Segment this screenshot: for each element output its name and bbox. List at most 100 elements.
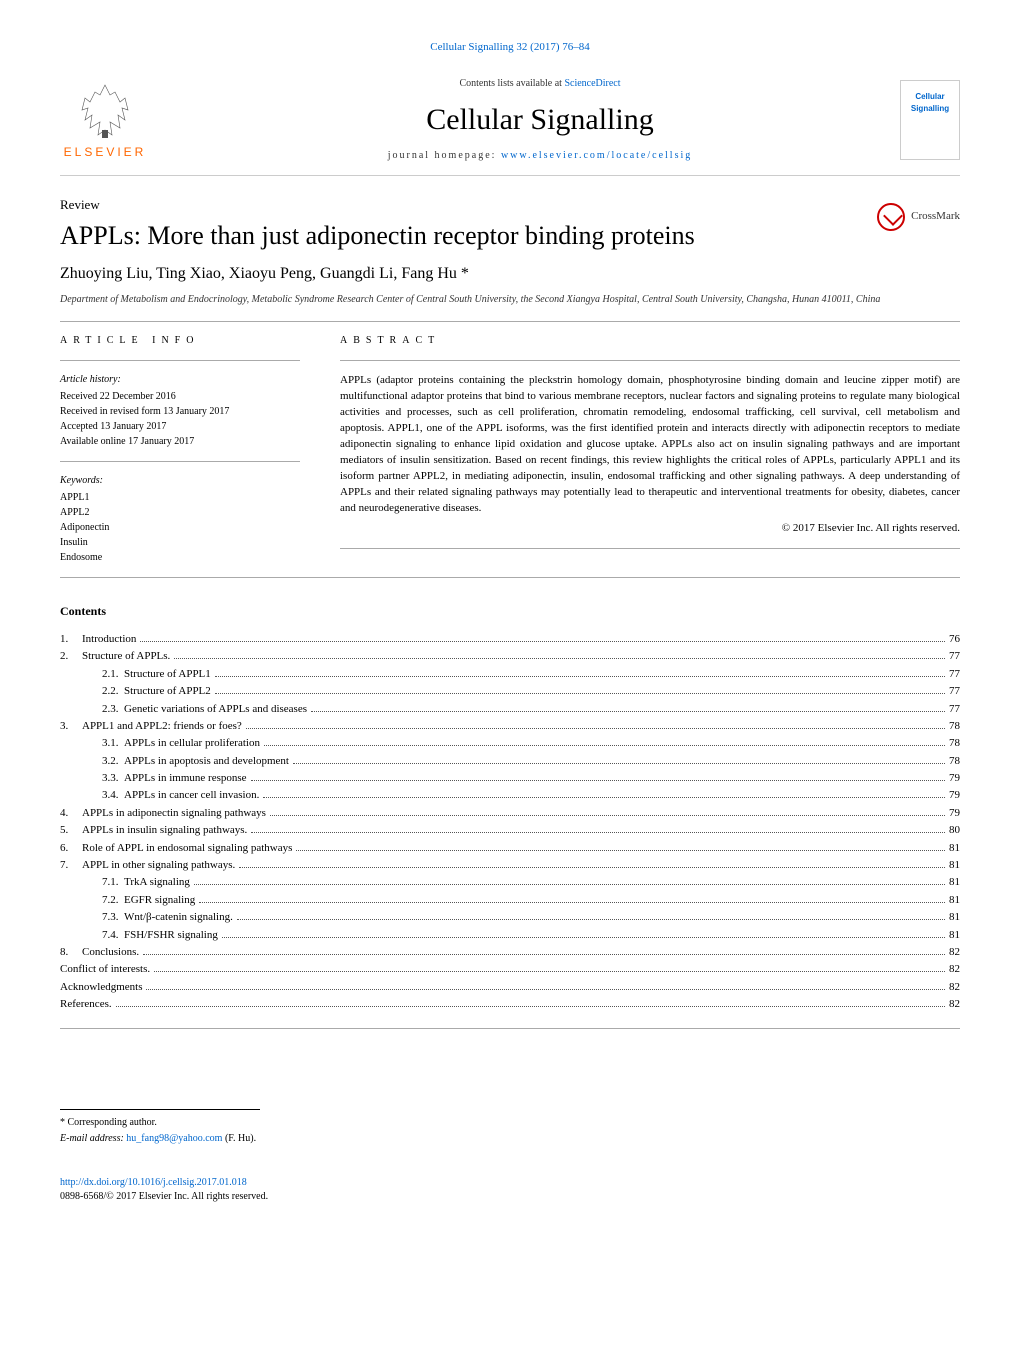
email-label: E-mail address:	[60, 1133, 124, 1144]
doi-link[interactable]: http://dx.doi.org/10.1016/j.cellsig.2017…	[60, 1177, 247, 1188]
toc-title: APPLs in cancer cell invasion.	[124, 788, 259, 803]
toc-number: 3.	[60, 719, 82, 734]
toc-leader-dots	[140, 641, 945, 642]
contents-text: Contents lists available at	[459, 78, 561, 89]
toc-leader-dots	[215, 693, 945, 694]
toc-row[interactable]: 8.Conclusions.82	[60, 945, 960, 960]
email-link[interactable]: hu_fang98@yahoo.com	[126, 1133, 222, 1144]
toc-row[interactable]: 7.1.TrkA signaling81	[60, 875, 960, 890]
toc-leader-dots	[239, 867, 945, 868]
toc-leader-dots	[116, 1006, 945, 1007]
toc-page: 79	[949, 788, 960, 803]
toc-row[interactable]: 2.3.Genetic variations of APPLs and dise…	[60, 702, 960, 717]
toc-row[interactable]: Acknowledgments 82	[60, 980, 960, 995]
toc-number: 6.	[60, 841, 82, 856]
header-citation[interactable]: Cellular Signalling 32 (2017) 76–84	[60, 40, 960, 55]
publisher-name: ELSEVIER	[64, 144, 147, 161]
toc-page: 82	[949, 980, 960, 995]
elsevier-tree-icon	[70, 80, 140, 140]
toc-page: 79	[949, 806, 960, 821]
toc-title: APPLs in cellular proliferation	[124, 736, 260, 751]
toc-row[interactable]: 3.1.APPLs in cellular proliferation78	[60, 736, 960, 751]
email-footnote: E-mail address: hu_fang98@yahoo.com (F. …	[60, 1132, 960, 1146]
toc-title: Structure of APPL2	[124, 684, 211, 699]
toc-row[interactable]: 7.2.EGFR signaling81	[60, 893, 960, 908]
email-name: (F. Hu).	[225, 1133, 256, 1144]
toc-subnumber: 3.2.	[82, 754, 124, 769]
toc-page: 81	[949, 875, 960, 890]
toc-row[interactable]: 3.3.APPLs in immune response79	[60, 771, 960, 786]
corresponding-author-footnote: * Corresponding author.	[60, 1109, 260, 1130]
separator	[60, 577, 960, 578]
toc-row[interactable]: 2.1.Structure of APPL177	[60, 667, 960, 682]
toc-row[interactable]: 3.2.APPLs in apoptosis and development 78	[60, 754, 960, 769]
toc-row[interactable]: 5.APPLs in insulin signaling pathways.80	[60, 823, 960, 838]
toc-title: Conflict of interests.	[60, 962, 150, 977]
toc-leader-dots	[146, 989, 945, 990]
elsevier-logo: ELSEVIER	[60, 75, 150, 165]
toc-leader-dots	[311, 711, 945, 712]
homepage-label: journal homepage:	[388, 150, 497, 161]
journal-header: ELSEVIER Contents lists available at Sci…	[60, 75, 960, 176]
toc-page: 82	[949, 997, 960, 1012]
separator	[340, 360, 960, 361]
toc-number: 5.	[60, 823, 82, 838]
crossmark-badge[interactable]: CrossMark	[877, 203, 960, 231]
toc-title: Conclusions.	[82, 945, 139, 960]
toc-page: 78	[949, 754, 960, 769]
toc-row[interactable]: Conflict of interests.82	[60, 962, 960, 977]
separator	[60, 321, 960, 322]
toc-title: Acknowledgments	[60, 980, 142, 995]
toc-subnumber: 3.3.	[82, 771, 124, 786]
toc-title: APPLs in immune response	[124, 771, 247, 786]
toc-subnumber: 7.3.	[82, 910, 124, 925]
article-info-heading: ARTICLE INFO	[60, 334, 300, 348]
abstract-text: APPLs (adaptor proteins containing the p…	[340, 373, 960, 516]
article-title: APPLs: More than just adiponectin recept…	[60, 220, 960, 251]
toc-row[interactable]: 2.2.Structure of APPL277	[60, 684, 960, 699]
toc-leader-dots	[251, 832, 945, 833]
toc-row[interactable]: 2.Structure of APPLs.77	[60, 649, 960, 664]
toc-row[interactable]: 7.4.FSH/FSHR signaling81	[60, 928, 960, 943]
table-of-contents: 1.Introduction762.Structure of APPLs.772…	[60, 632, 960, 1013]
toc-page: 81	[949, 841, 960, 856]
toc-number: 2.	[60, 649, 82, 664]
toc-leader-dots	[154, 971, 945, 972]
toc-row[interactable]: 6.Role of APPL in endosomal signaling pa…	[60, 841, 960, 856]
toc-leader-dots	[270, 815, 945, 816]
toc-row[interactable]: 3.4.APPLs in cancer cell invasion.79	[60, 788, 960, 803]
toc-number: 8.	[60, 945, 82, 960]
online-date: Available online 17 January 2017	[60, 434, 300, 449]
toc-subnumber: 7.1.	[82, 875, 124, 890]
doi-footer: http://dx.doi.org/10.1016/j.cellsig.2017…	[60, 1176, 960, 1204]
toc-page: 81	[949, 893, 960, 908]
homepage-link[interactable]: www.elsevier.com/locate/cellsig	[501, 150, 692, 161]
history-label: Article history:	[60, 373, 300, 387]
toc-subnumber: 2.3.	[82, 702, 124, 717]
toc-page: 81	[949, 928, 960, 943]
sciencedirect-link[interactable]: ScienceDirect	[564, 78, 620, 89]
toc-row[interactable]: 4.APPLs in adiponectin signaling pathway…	[60, 806, 960, 821]
toc-title: APPL in other signaling pathways.	[82, 858, 235, 873]
toc-leader-dots	[143, 954, 945, 955]
toc-page: 77	[949, 684, 960, 699]
toc-row[interactable]: 7.3.Wnt/β-catenin signaling.81	[60, 910, 960, 925]
toc-page: 81	[949, 858, 960, 873]
toc-row[interactable]: 7.APPL in other signaling pathways.81	[60, 858, 960, 873]
toc-row[interactable]: 1.Introduction76	[60, 632, 960, 647]
toc-title: APPLs in apoptosis and development	[124, 754, 289, 769]
toc-row[interactable]: References.82	[60, 997, 960, 1012]
keyword: APPL1	[60, 490, 300, 505]
journal-homepage: journal homepage: www.elsevier.com/locat…	[180, 149, 900, 163]
toc-row[interactable]: 3.APPL1 and APPL2: friends or foes?78	[60, 719, 960, 734]
info-abstract-row: ARTICLE INFO Article history: Received 2…	[60, 334, 960, 565]
toc-page: 81	[949, 910, 960, 925]
revised-date: Received in revised form 13 January 2017	[60, 404, 300, 419]
toc-leader-dots	[237, 919, 945, 920]
keywords-label: Keywords:	[60, 474, 300, 488]
toc-leader-dots	[296, 850, 945, 851]
toc-leader-dots	[215, 676, 945, 677]
keyword: Insulin	[60, 535, 300, 550]
toc-title: Introduction	[82, 632, 136, 647]
toc-leader-dots	[293, 763, 945, 764]
